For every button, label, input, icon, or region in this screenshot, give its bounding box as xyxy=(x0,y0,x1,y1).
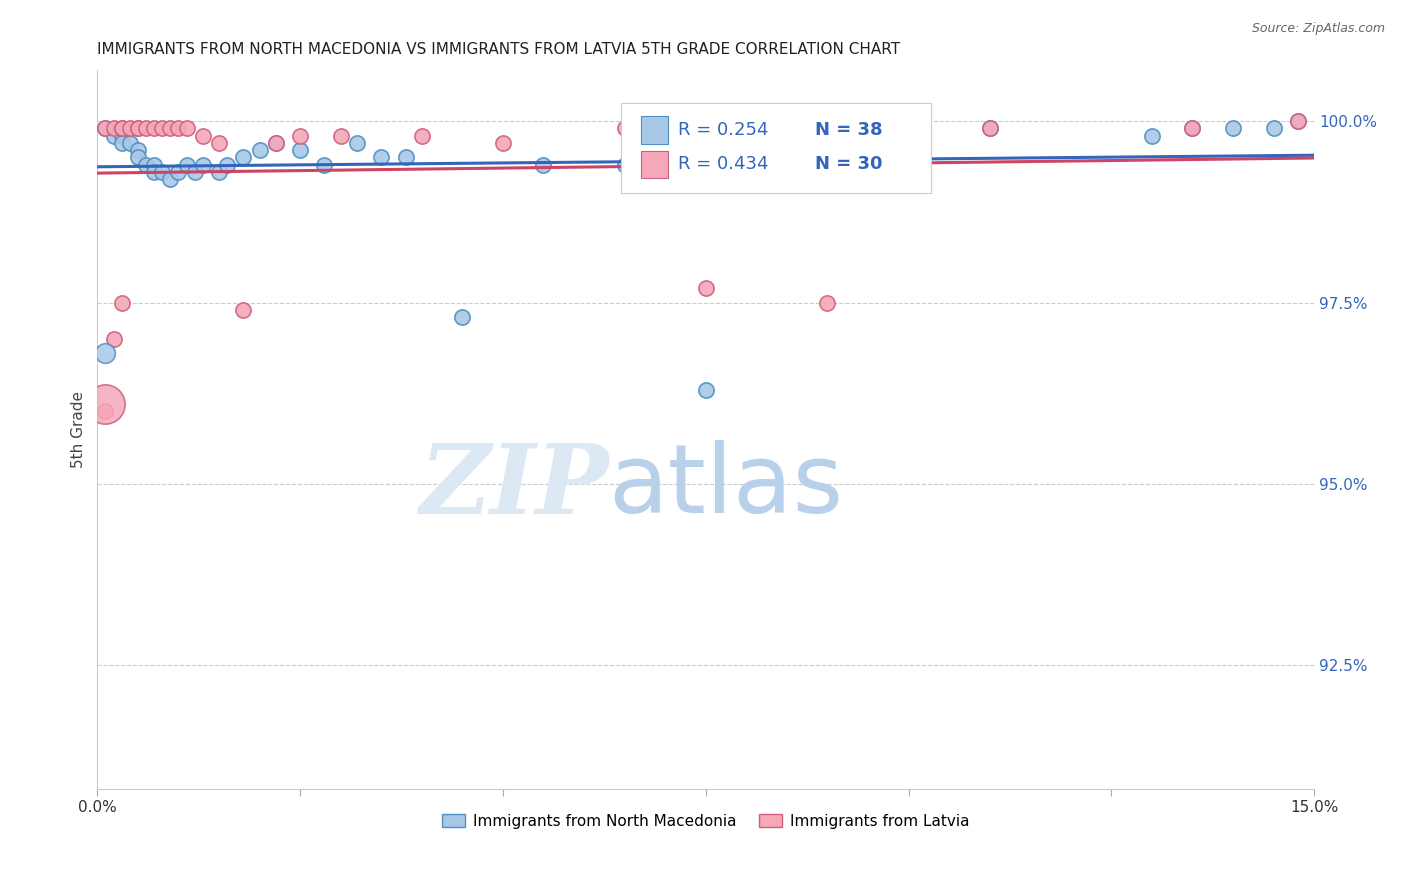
Point xyxy=(695,383,717,397)
Point xyxy=(176,121,198,136)
Point xyxy=(143,165,166,179)
Point xyxy=(94,404,117,418)
Text: N = 38: N = 38 xyxy=(815,121,883,139)
Point xyxy=(111,295,134,310)
Point xyxy=(94,397,117,411)
Y-axis label: 5th Grade: 5th Grade xyxy=(72,391,86,468)
Text: R = 0.434: R = 0.434 xyxy=(678,155,768,174)
Point xyxy=(103,332,125,346)
Point xyxy=(167,165,190,179)
Point xyxy=(208,165,231,179)
Point xyxy=(118,121,141,136)
Point xyxy=(127,121,149,136)
Point xyxy=(135,158,157,172)
Point xyxy=(288,143,311,157)
Point xyxy=(191,158,214,172)
Point xyxy=(695,281,717,295)
Point xyxy=(103,128,125,143)
Point xyxy=(815,295,838,310)
Point xyxy=(94,121,117,136)
Point xyxy=(533,158,555,172)
Point xyxy=(394,151,416,165)
Point xyxy=(346,136,368,150)
Point xyxy=(143,158,166,172)
Point xyxy=(150,121,173,136)
Point xyxy=(314,158,336,172)
Point xyxy=(176,158,198,172)
Point xyxy=(118,136,141,150)
Point xyxy=(613,158,636,172)
FancyBboxPatch shape xyxy=(641,151,668,178)
Point xyxy=(1263,121,1285,136)
Text: R = 0.254: R = 0.254 xyxy=(678,121,768,139)
Point xyxy=(183,165,205,179)
Point xyxy=(191,128,214,143)
FancyBboxPatch shape xyxy=(620,103,931,193)
Point xyxy=(111,121,134,136)
Point xyxy=(249,143,271,157)
Point xyxy=(103,121,125,136)
Point xyxy=(979,121,1001,136)
Text: ZIP: ZIP xyxy=(419,440,609,534)
Point xyxy=(111,136,134,150)
Point xyxy=(264,136,287,150)
Point xyxy=(208,136,231,150)
Point xyxy=(135,121,157,136)
Text: IMMIGRANTS FROM NORTH MACEDONIA VS IMMIGRANTS FROM LATVIA 5TH GRADE CORRELATION : IMMIGRANTS FROM NORTH MACEDONIA VS IMMIG… xyxy=(97,42,900,57)
Point xyxy=(127,151,149,165)
Point xyxy=(143,121,166,136)
Point xyxy=(492,136,515,150)
Point xyxy=(1222,121,1244,136)
Point xyxy=(411,128,433,143)
Point xyxy=(979,121,1001,136)
Point xyxy=(288,128,311,143)
Point xyxy=(167,121,190,136)
Text: atlas: atlas xyxy=(609,441,844,533)
Point xyxy=(111,121,134,136)
Text: N = 30: N = 30 xyxy=(815,155,883,174)
Point xyxy=(1286,114,1309,128)
Point xyxy=(159,172,181,186)
Legend: Immigrants from North Macedonia, Immigrants from Latvia: Immigrants from North Macedonia, Immigra… xyxy=(436,807,976,835)
Point xyxy=(451,310,474,324)
Point xyxy=(613,121,636,136)
Point xyxy=(94,346,117,360)
Point xyxy=(127,121,149,136)
Text: Source: ZipAtlas.com: Source: ZipAtlas.com xyxy=(1251,22,1385,36)
Point xyxy=(815,158,838,172)
Point xyxy=(370,151,392,165)
Point xyxy=(1286,114,1309,128)
Point xyxy=(150,165,173,179)
Point xyxy=(776,158,799,172)
Point xyxy=(127,143,149,157)
Point xyxy=(159,121,181,136)
Point xyxy=(94,121,117,136)
Point xyxy=(1181,121,1204,136)
Point xyxy=(111,128,134,143)
Point xyxy=(232,302,254,317)
Point xyxy=(1181,121,1204,136)
Point xyxy=(329,128,352,143)
Point xyxy=(1140,128,1163,143)
FancyBboxPatch shape xyxy=(641,116,668,144)
Point xyxy=(232,151,254,165)
Point xyxy=(264,136,287,150)
Point xyxy=(217,158,239,172)
